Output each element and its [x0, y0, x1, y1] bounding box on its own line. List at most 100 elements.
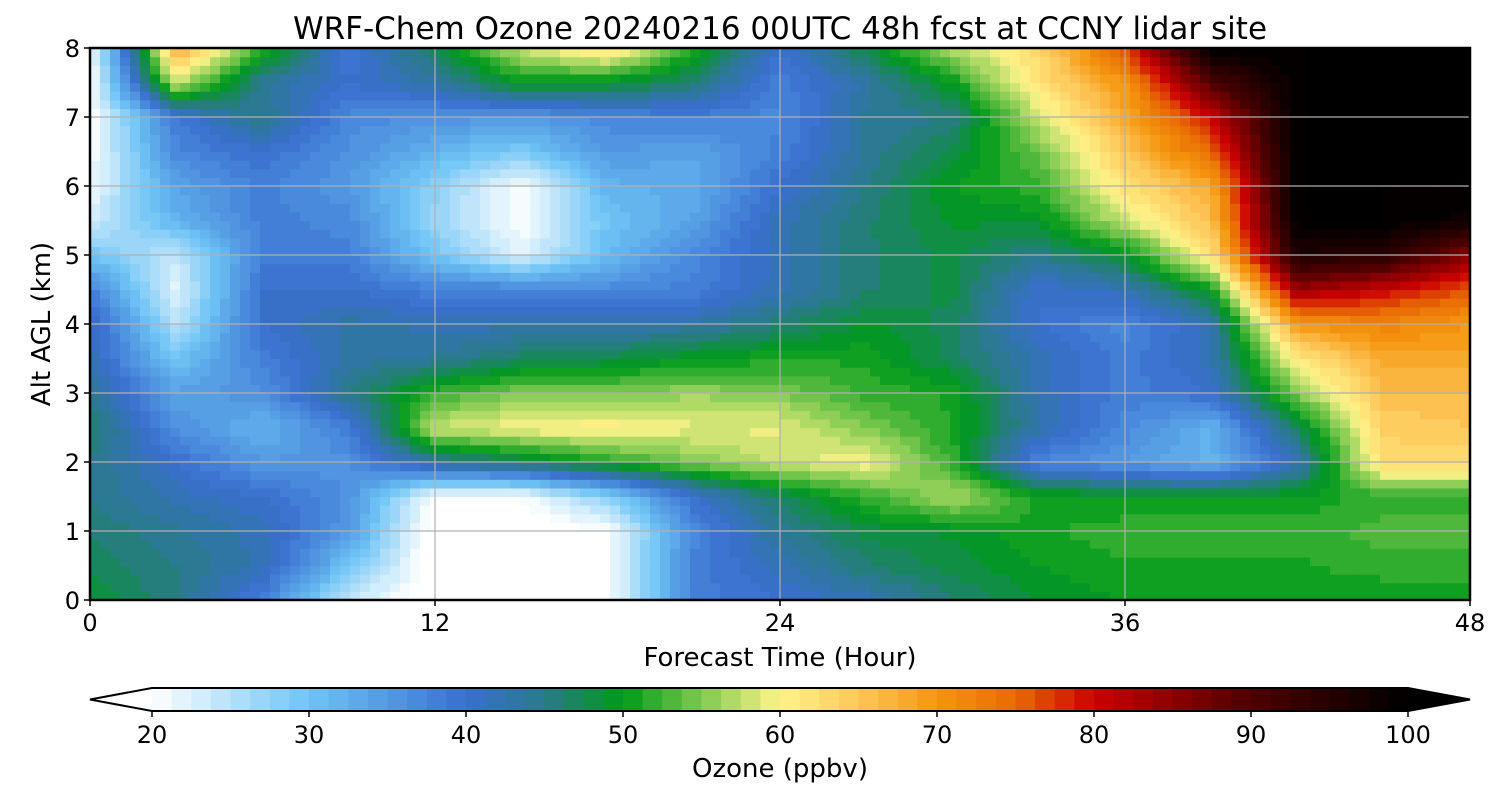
- contour-cell: [190, 324, 201, 334]
- contour-cell: [1070, 444, 1081, 454]
- contour-cell: [230, 582, 241, 592]
- contour-cell: [990, 358, 1001, 368]
- contour-cell: [1170, 384, 1181, 394]
- contour-cell: [300, 462, 311, 472]
- contour-cell: [370, 453, 381, 463]
- contour-cell: [410, 418, 421, 429]
- contour-cell: [760, 393, 771, 403]
- contour-cell: [450, 487, 461, 498]
- contour-cell: [1010, 453, 1021, 463]
- contour-cell: [470, 375, 481, 385]
- contour-cell: [190, 349, 201, 360]
- contour-cell: [1130, 513, 1141, 523]
- contour-cell: [560, 513, 571, 523]
- contour-cell: [1310, 470, 1321, 480]
- contour-cell: [670, 427, 681, 437]
- contour-cell: [100, 436, 111, 446]
- contour-cell: [520, 487, 531, 498]
- contour-cell: [970, 427, 981, 437]
- contour-cell: [510, 324, 521, 334]
- contour-cell: [640, 591, 651, 600]
- contour-cell: [1410, 410, 1421, 420]
- contour-cell: [520, 410, 531, 420]
- contour-cell: [1370, 548, 1381, 558]
- contour-cell: [400, 522, 411, 532]
- contour-cell: [690, 393, 701, 403]
- contour-cell: [220, 332, 231, 342]
- contour-cell: [1190, 565, 1201, 575]
- contour-cell: [1420, 539, 1431, 549]
- contour-cell: [1130, 332, 1141, 342]
- contour-cell: [300, 324, 311, 334]
- contour-cell: [540, 539, 551, 549]
- contour-cell: [920, 522, 931, 532]
- contour-cell: [540, 349, 551, 360]
- contour-cell: [540, 444, 551, 454]
- contour-cell: [1320, 367, 1331, 377]
- contour-cell: [490, 548, 501, 558]
- contour-cell: [420, 513, 431, 523]
- contour-cell: [550, 496, 561, 506]
- contour-cell: [970, 306, 981, 316]
- contour-cell: [910, 375, 921, 385]
- contour-cell: [930, 444, 941, 454]
- contour-cell: [870, 548, 881, 558]
- contour-cell: [200, 487, 211, 498]
- contour-cell: [890, 444, 901, 454]
- contour-cell: [1220, 496, 1231, 506]
- contour-cell: [460, 513, 471, 523]
- contour-cell: [540, 496, 551, 506]
- contour-cell: [690, 401, 701, 411]
- contour-cell: [1150, 384, 1161, 394]
- contour-cell: [410, 565, 421, 575]
- contour-cell: [950, 513, 961, 523]
- contour-cell: [880, 427, 891, 437]
- contour-cell: [230, 487, 241, 498]
- contour-cell: [1220, 367, 1231, 377]
- contour-cell: [1230, 384, 1241, 394]
- contour-cell: [1170, 427, 1181, 437]
- contour-cell: [190, 462, 201, 472]
- contour-cell: [140, 505, 151, 515]
- contour-cell: [740, 487, 751, 498]
- contour-cell: [1250, 324, 1261, 334]
- contour-cell: [990, 556, 1001, 567]
- contour-cell: [190, 591, 201, 600]
- contour-cell: [370, 358, 381, 368]
- contour-cell: [470, 453, 481, 463]
- contour-cell: [290, 487, 301, 498]
- contour-cell: [640, 375, 651, 385]
- contour-cell: [720, 539, 731, 549]
- contour-cell: [1420, 470, 1431, 480]
- contour-cell: [120, 556, 131, 567]
- contour-cell: [960, 393, 971, 403]
- contour-cell: [550, 453, 561, 463]
- contour-cell: [140, 513, 151, 523]
- contour-cell: [630, 341, 641, 351]
- contour-cell: [1200, 470, 1211, 480]
- contour-cell: [800, 574, 811, 584]
- contour-cell: [920, 513, 931, 523]
- contour-cell: [300, 453, 311, 463]
- contour-cell: [450, 341, 461, 351]
- contour-cell: [410, 341, 421, 351]
- contour-cell: [1400, 358, 1411, 368]
- contour-cell: [280, 548, 291, 558]
- contour-cell: [1190, 591, 1201, 600]
- contour-cell: [720, 341, 731, 351]
- contour-cell: [790, 298, 801, 308]
- contour-cell: [360, 496, 371, 506]
- contour-cell: [1400, 427, 1411, 437]
- contour-cell: [490, 496, 501, 506]
- contour-cell: [1060, 298, 1071, 308]
- contour-cell: [160, 401, 171, 411]
- contour-cell: [180, 470, 191, 480]
- contour-cell: [380, 470, 391, 480]
- contour-cell: [700, 470, 711, 480]
- contour-cell: [1440, 393, 1451, 403]
- contour-cell: [1050, 505, 1061, 515]
- contour-cell: [480, 436, 491, 446]
- contour-cell: [600, 427, 611, 437]
- contour-cell: [1450, 436, 1461, 446]
- contour-cell: [110, 358, 121, 368]
